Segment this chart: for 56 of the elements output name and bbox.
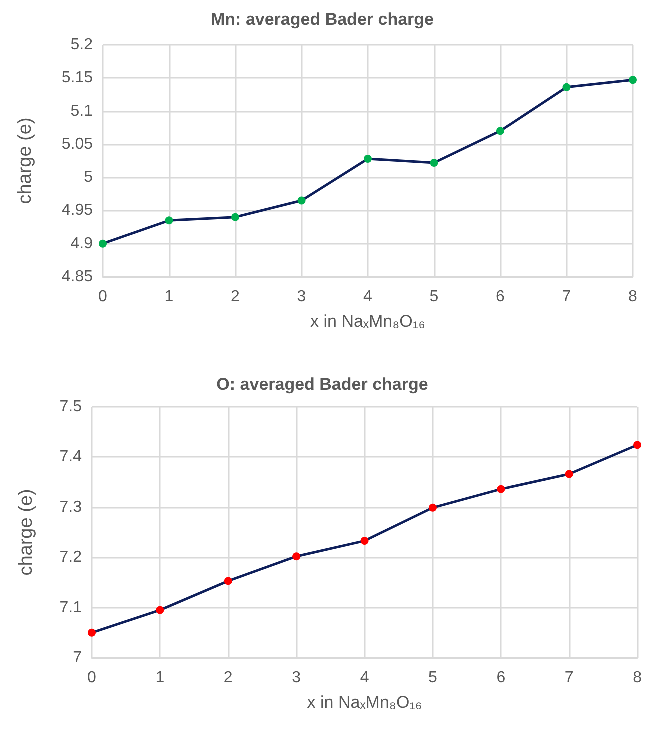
y-tick-label: 4.95 xyxy=(62,202,94,220)
y-tick-label: 7.3 xyxy=(60,498,82,516)
point xyxy=(562,83,571,92)
y-tick-label: 4.9 xyxy=(70,235,94,252)
point xyxy=(430,158,438,167)
x-tick-label: 4 xyxy=(360,670,370,686)
point xyxy=(634,441,642,450)
y-tick-label: 7.1 xyxy=(60,599,82,616)
y-tick-label: 4.85 xyxy=(62,268,94,286)
x-axis-title: x in NaₓMn₈O₁₆ xyxy=(307,693,422,712)
y-tick-label: 5.2 xyxy=(70,36,94,54)
y-axis-title: charge (e) xyxy=(15,118,36,204)
x-tick-label: 7 xyxy=(562,288,572,306)
point xyxy=(565,470,574,478)
point xyxy=(165,216,174,225)
y-tick-label: 7.2 xyxy=(60,549,82,566)
x-tick-label: 8 xyxy=(633,670,642,686)
x-tick-label: 6 xyxy=(496,670,506,686)
x-tick-label: 7 xyxy=(564,670,574,686)
chart-title: Mn: averaged Bader charge xyxy=(211,10,434,29)
point xyxy=(156,606,164,614)
y-axis-title: charge (e) xyxy=(16,489,37,576)
y-tick-label: 5 xyxy=(84,169,94,186)
x-tick-label: 0 xyxy=(88,670,97,686)
x-tick-label: 2 xyxy=(224,670,233,686)
x-tick-label: 8 xyxy=(628,288,638,306)
point xyxy=(364,155,372,164)
point xyxy=(232,213,240,222)
point xyxy=(428,504,437,512)
x-tick-label: 3 xyxy=(297,288,306,306)
y-tick-label: 7.4 xyxy=(60,448,82,466)
point xyxy=(629,76,637,84)
point xyxy=(497,485,506,494)
x-tick-label: 0 xyxy=(98,288,108,306)
point xyxy=(298,196,306,205)
point xyxy=(292,552,301,561)
x-tick-label: 1 xyxy=(164,288,174,306)
x-tick-label: 2 xyxy=(231,288,240,306)
x-tick-label: 5 xyxy=(428,670,438,686)
x-axis-title: x in NaₓMn₈O₁₆ xyxy=(310,312,426,331)
point xyxy=(99,240,107,248)
point xyxy=(224,577,232,586)
y-tick-label: 5.1 xyxy=(70,102,94,120)
y-tick-label: 7 xyxy=(73,650,82,666)
chart-title: O: averaged Bader charge xyxy=(216,375,428,394)
y-tick-label: 5.05 xyxy=(62,136,94,153)
y-tick-label: 7.5 xyxy=(60,398,82,416)
point xyxy=(88,628,96,637)
x-tick-label: 4 xyxy=(364,288,373,306)
point xyxy=(496,127,504,136)
x-tick-label: 1 xyxy=(156,670,165,686)
x-tick-label: 6 xyxy=(496,288,506,306)
x-tick-label: 3 xyxy=(292,670,302,686)
x-tick-label: 5 xyxy=(430,288,439,306)
y-tick-label: 5.15 xyxy=(62,70,94,87)
point xyxy=(360,537,369,546)
